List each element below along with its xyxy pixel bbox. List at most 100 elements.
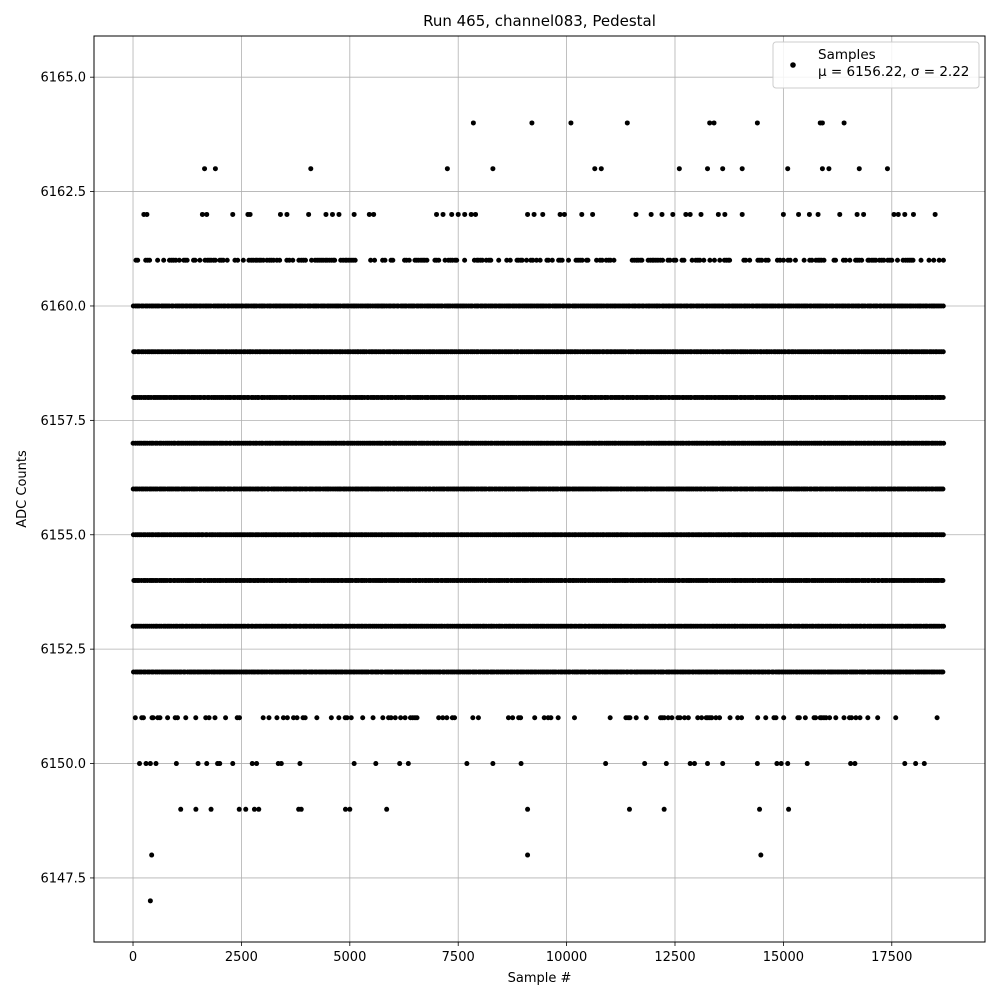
data-point [534, 257, 540, 263]
data-point [735, 715, 741, 721]
data-point [801, 257, 807, 263]
data-point [754, 120, 760, 126]
data-point [689, 257, 695, 263]
data-point [931, 257, 937, 263]
data-point [197, 257, 203, 263]
data-point [490, 761, 496, 767]
data-point [759, 257, 765, 263]
data-point [833, 257, 839, 263]
data-point [585, 257, 591, 263]
data-point [676, 166, 682, 172]
data-point [926, 257, 932, 263]
data-point [236, 715, 242, 721]
data-point [336, 211, 342, 217]
data-point [537, 257, 543, 263]
data-point [518, 715, 524, 721]
data-point [660, 257, 666, 263]
data-point [308, 166, 314, 172]
data-point [366, 211, 372, 217]
data-point [821, 257, 827, 263]
data-point [743, 257, 749, 263]
data-point [940, 669, 946, 675]
data-point [847, 257, 853, 263]
data-point [849, 715, 855, 721]
data-point [611, 257, 617, 263]
data-point [449, 211, 455, 217]
data-point [236, 806, 242, 812]
data-point [913, 761, 919, 767]
data-point [826, 166, 832, 172]
data-point [819, 120, 825, 126]
data-point [739, 211, 745, 217]
data-point [475, 715, 481, 721]
data-point [132, 715, 138, 721]
data-point [204, 761, 210, 767]
data-point [639, 257, 645, 263]
data-point [780, 211, 786, 217]
data-point [566, 257, 572, 263]
data-point [235, 257, 241, 263]
data-point [336, 715, 342, 721]
axis-ticks: 0 2500 5000 7500 10000 12500 15000 17500 6147.5 6… [41, 71, 913, 965]
data-point [473, 211, 479, 217]
data-point [859, 257, 865, 263]
data-point [176, 257, 182, 263]
data-point [505, 715, 511, 721]
data-point [468, 211, 474, 217]
data-point [910, 257, 916, 263]
data-point [183, 715, 189, 721]
data-point [371, 211, 377, 217]
x-tick-label: 12500 [654, 950, 695, 965]
data-point [707, 120, 713, 126]
data-point [173, 761, 179, 767]
x-tick-label: 7500 [442, 950, 475, 965]
data-point [444, 715, 450, 721]
data-point [717, 257, 723, 263]
y-tick-label: 6165.0 [41, 71, 87, 86]
data-point [590, 211, 596, 217]
data-point [681, 257, 687, 263]
data-point [773, 715, 779, 721]
data-point [247, 211, 253, 217]
x-tick-label: 5000 [333, 950, 366, 965]
data-point [208, 806, 214, 812]
y-tick-label: 6155.0 [41, 528, 87, 543]
data-point [902, 761, 908, 767]
data-point [698, 211, 704, 217]
data-point [488, 257, 494, 263]
data-point [507, 257, 513, 263]
data-point [739, 166, 745, 172]
data-point [796, 211, 802, 217]
data-point [380, 715, 386, 721]
data-point [284, 211, 290, 217]
data-point [212, 257, 218, 263]
data-point [519, 257, 525, 263]
data-point [540, 211, 546, 217]
data-point [368, 257, 374, 263]
data-point [193, 806, 199, 812]
data-point [695, 715, 701, 721]
data-point [470, 120, 476, 126]
data-point [607, 257, 613, 263]
data-point [230, 761, 236, 767]
data-point [889, 257, 895, 263]
data-point [861, 211, 867, 217]
data-point [490, 166, 496, 172]
data-point [633, 211, 639, 217]
data-point [434, 211, 440, 217]
data-point [571, 715, 577, 721]
data-point [806, 211, 812, 217]
data-point [757, 806, 763, 812]
data-point [715, 211, 721, 217]
data-point [155, 257, 161, 263]
data-point [518, 761, 524, 767]
data-point [707, 257, 713, 263]
data-point [243, 806, 249, 812]
data-point [184, 257, 190, 263]
data-point [455, 211, 461, 217]
data-point [940, 532, 946, 538]
data-point [254, 761, 260, 767]
data-point [372, 257, 378, 263]
